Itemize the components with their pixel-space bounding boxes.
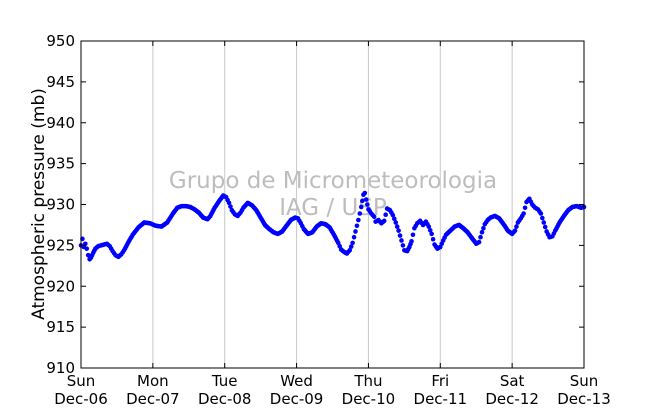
data-point [409, 238, 414, 244]
data-point [383, 212, 388, 218]
y-axis-label: Atmospheric pressure (mb) [29, 88, 49, 320]
x-axis: SunDec-06MonDec-07TueDec-08WedDec-09ThuD… [54, 41, 611, 408]
y-tick-label-3: 925 [46, 236, 75, 254]
data-point [521, 211, 526, 216]
data-point [540, 215, 545, 221]
x-tick-day-2: Tue [211, 372, 238, 390]
data-point [391, 216, 397, 222]
data-point [522, 205, 528, 211]
data-point [538, 211, 544, 216]
data-point [397, 233, 403, 238]
watermark: Grupo de Micrometeorologia IAG / USP [169, 168, 497, 221]
data-point [476, 239, 482, 245]
data-point [393, 220, 399, 225]
x-tick-date-4: Dec-10 [342, 390, 396, 408]
data-point [427, 227, 433, 233]
data-point [84, 246, 90, 251]
x-tick-date-1: Dec-07 [126, 390, 180, 408]
data-point [357, 211, 363, 216]
data-point [356, 217, 361, 223]
data-point [396, 228, 401, 233]
data-point [363, 197, 369, 202]
data-point [347, 247, 353, 253]
x-tick-day-5: Fri [431, 372, 449, 390]
y-axis: 910 915 920 925 930 935 940 945 950 [46, 32, 584, 377]
data-points [78, 190, 587, 262]
data-point [400, 243, 406, 248]
y-tick-label-6: 940 [46, 114, 75, 132]
data-point [479, 229, 485, 235]
data-point [478, 234, 483, 240]
data-point [481, 225, 486, 231]
data-point [426, 224, 432, 229]
data-point [354, 223, 360, 229]
x-tick-date-3: Dec-09 [270, 390, 324, 408]
x-tick-date-2: Dec-08 [198, 390, 252, 408]
y-tick-label-8: 950 [46, 32, 75, 50]
data-point [429, 231, 434, 237]
x-tick-day-3: Wed [280, 372, 313, 390]
data-point [358, 204, 364, 210]
data-point [390, 212, 396, 218]
x-tick-day-0: Sun [67, 372, 96, 390]
data-point [541, 220, 547, 225]
x-tick-day-1: Mon [137, 372, 169, 390]
y-tick-label-7: 945 [46, 73, 75, 91]
data-point [350, 240, 355, 246]
x-tick-date-6: Dec-12 [485, 390, 539, 408]
data-point [514, 224, 519, 229]
data-point [394, 224, 400, 229]
data-point [360, 198, 365, 204]
data-point [399, 238, 404, 243]
data-point [226, 200, 232, 206]
watermark-line-1: Grupo de Micrometeorologia [169, 168, 497, 194]
data-point [351, 234, 357, 240]
data-point [542, 224, 548, 230]
data-point [410, 232, 416, 238]
x-tick-date-7: Dec-13 [557, 390, 611, 408]
y-tick-label-0: 910 [46, 359, 75, 377]
data-point [362, 190, 368, 196]
x-tick-day-4: Thu [353, 372, 382, 390]
x-tick-day-7: Sun [570, 372, 599, 390]
y-tick-label-5: 935 [46, 155, 75, 173]
data-point [365, 202, 370, 207]
y-tick-label-2: 920 [46, 277, 75, 295]
data-point [371, 214, 377, 220]
x-tick-date-5: Dec-11 [414, 390, 468, 408]
vertical-grid [152, 41, 513, 368]
data-point [512, 228, 518, 233]
data-point [228, 204, 233, 209]
y-tick-label-4: 930 [46, 196, 75, 214]
x-tick-day-6: Sat [500, 372, 525, 390]
data-point [381, 218, 387, 224]
data-point [348, 244, 354, 249]
data-point [353, 229, 358, 234]
y-tick-label-1: 915 [46, 318, 75, 336]
x-tick-date-0: Dec-06 [54, 390, 108, 408]
data-point [430, 236, 436, 242]
